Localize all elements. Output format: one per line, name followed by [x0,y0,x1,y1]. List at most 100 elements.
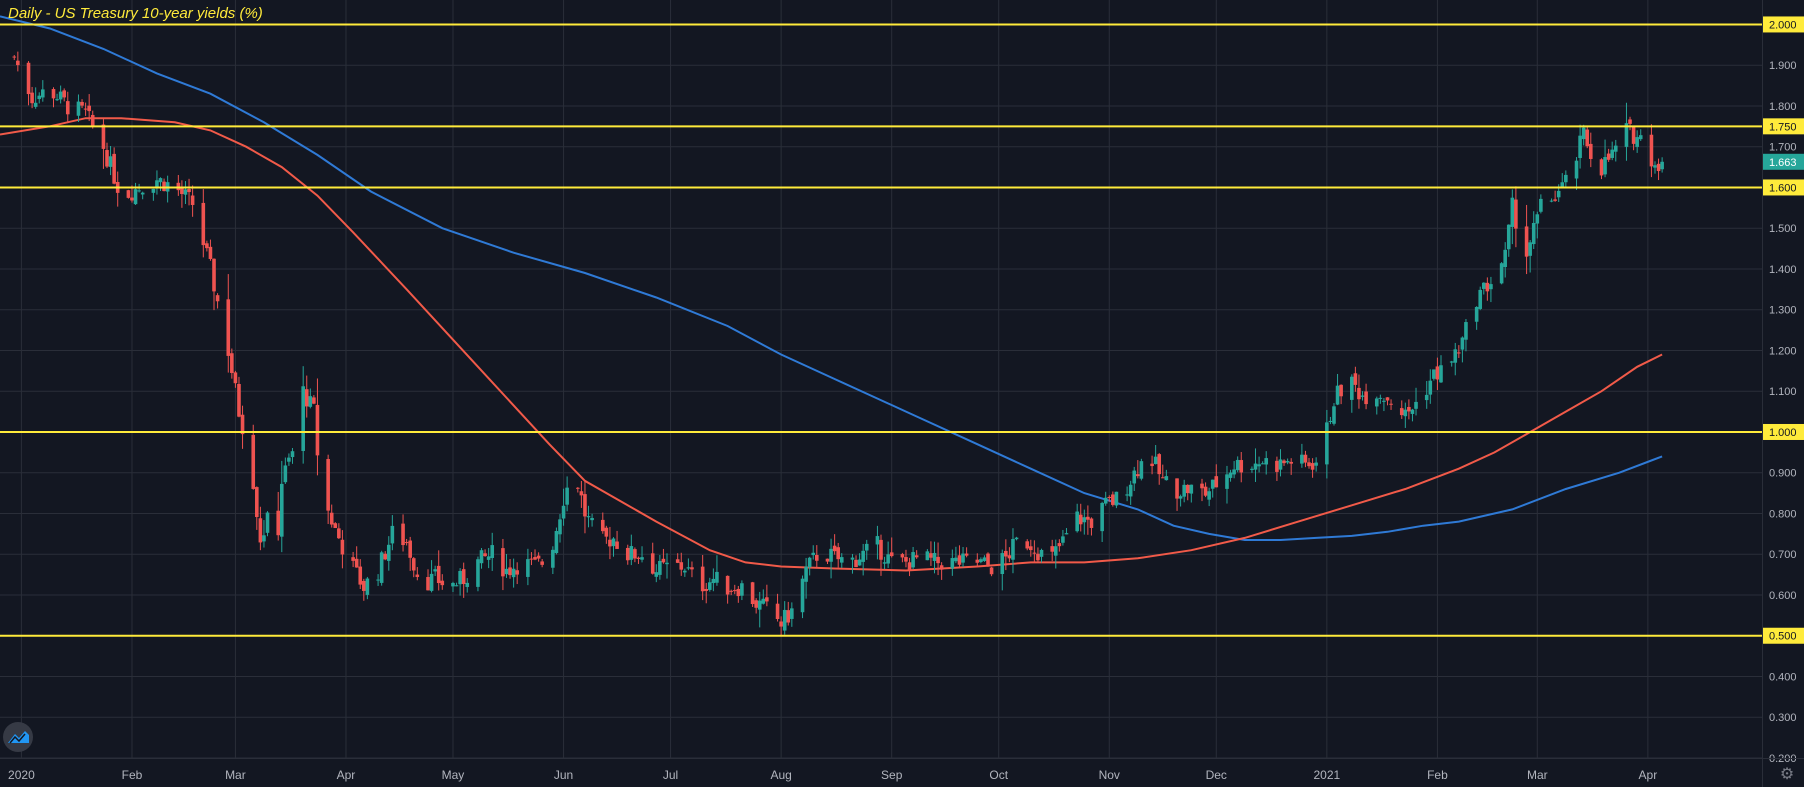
candle-body [404,542,409,544]
candle-body [1410,409,1415,414]
candle-body [925,551,930,561]
candle-body [483,553,487,557]
tradingview-logo-icon[interactable] [3,722,33,752]
candle-body [982,557,987,561]
candle-body [1239,460,1244,473]
candle-body [112,153,116,184]
candle-body [1282,460,1286,464]
y-axis: 0.2000.3000.4000.6000.7000.8000.9001.100… [1762,0,1797,787]
candle-body [1588,143,1593,159]
candle-body [1585,129,1590,147]
candle-body [650,553,655,574]
y-tick-label: 1.500 [1769,223,1797,235]
candle-body [62,90,67,98]
candles [12,51,1664,636]
candle-body [1025,541,1030,549]
candle-body [911,552,915,568]
candle-body [1253,463,1258,470]
candle-body [1214,476,1219,488]
candle-body [850,557,855,560]
candle-body [1464,322,1468,340]
level-price-label: 2.000 [1769,19,1797,31]
candle-body [511,568,516,578]
candle-body [1325,422,1329,465]
candle-body [1153,456,1158,465]
candle-body [604,527,609,537]
candle-body [504,568,509,575]
candle-body [508,567,512,576]
candle-body [1050,546,1055,552]
level-price-tag [1763,179,1804,196]
x-tick-label: Nov [1099,768,1120,782]
x-tick-label: Jul [663,768,678,782]
candle-body [83,108,88,110]
candle-body [383,553,388,560]
candle-body [1606,153,1611,160]
candle-body [1264,458,1269,465]
candle-body [1481,282,1486,289]
y-tick-label: 1.900 [1769,60,1797,72]
candle-body [1378,397,1383,399]
candle-body [26,62,31,95]
candle-body [265,512,270,533]
candle-body [679,562,684,570]
candle-body [1157,454,1162,475]
candle-body [1631,126,1636,144]
x-tick-label: Feb [122,768,143,782]
candle-body [1560,182,1565,187]
candle-body [287,457,291,462]
candle-body [1260,463,1265,465]
candle-body [829,548,833,562]
candle-body [486,556,491,560]
candle-body [515,570,519,575]
candle-body [1364,391,1368,405]
level-price-label: 1.750 [1769,121,1797,133]
candle-body [1503,249,1507,268]
candle-body [1335,385,1340,405]
candle-body [608,539,612,547]
candle-body [301,386,305,451]
candle-body [1403,409,1408,417]
x-tick-label: Feb [1427,768,1448,782]
candle-body [276,510,281,536]
gear-icon[interactable]: ⚙ [1779,766,1795,783]
candle-body [590,517,594,521]
candle-body [1200,483,1204,489]
candle-body [1125,494,1129,496]
candle-body [1360,395,1365,397]
candle-body [1111,494,1115,505]
candle-body [190,195,195,205]
candle-body [625,547,630,561]
candle-body [1086,516,1090,520]
candle-body [1175,478,1179,499]
candle-body [411,558,416,571]
candle-body [105,150,109,167]
candle-body [1310,463,1315,470]
candle-body [258,518,263,543]
x-tick-label: Oct [989,768,1008,782]
y-tick-label: 0.800 [1769,508,1797,520]
candle-body [879,539,883,560]
level-price-tag [1763,627,1804,644]
candle-body [151,188,156,193]
candle-body [1460,337,1465,350]
candle-body [386,544,391,561]
candle-body [1150,463,1154,467]
candle-body [140,192,145,195]
candle-body [1000,553,1005,575]
candle-body [754,600,758,608]
candle-body [1656,163,1661,172]
candle-body [586,516,591,518]
candle-body [600,519,605,532]
candle-body [1139,461,1144,479]
candle-body [825,558,830,562]
level-price-label: 1.000 [1769,427,1797,439]
candle-body [215,295,220,302]
candle-body [782,609,787,631]
candle-body [255,487,259,518]
candle-body [251,434,256,489]
candle-body [1275,460,1279,472]
